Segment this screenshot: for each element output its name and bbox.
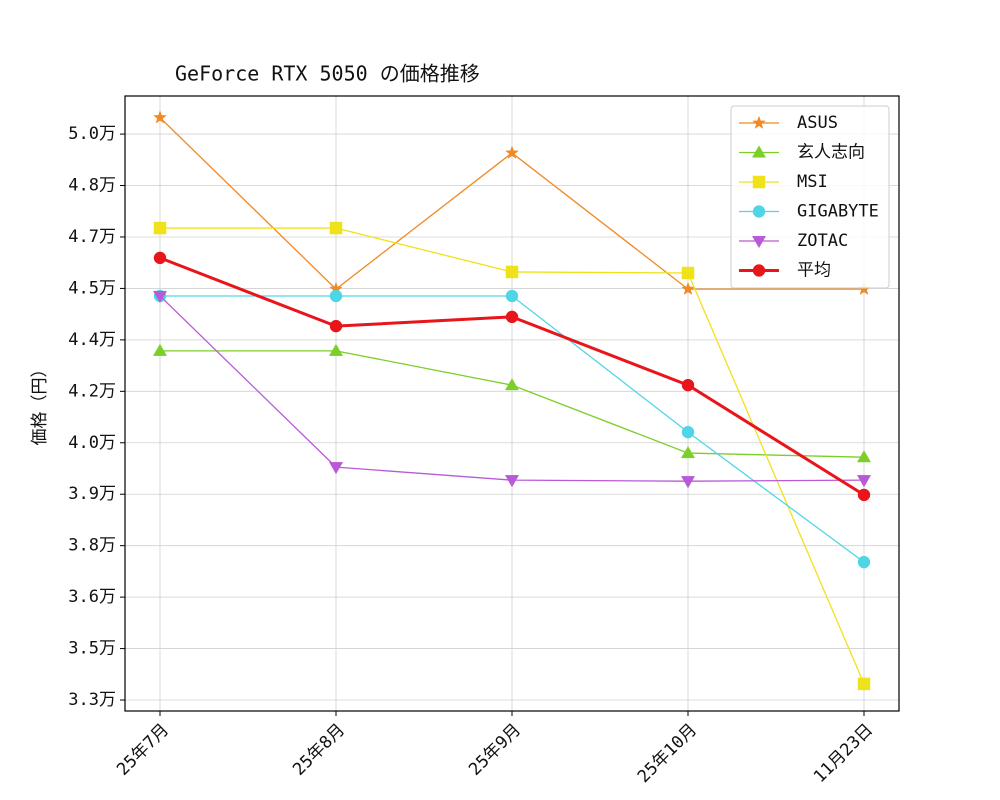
marker: [681, 266, 695, 280]
legend-label: ASUS: [797, 113, 838, 133]
y-tick-label: 5.0万: [68, 124, 116, 144]
marker: [152, 343, 168, 356]
legend-label: 平均: [797, 261, 831, 281]
series: [153, 251, 871, 502]
marker: [751, 145, 767, 158]
y-tick-label: 4.0万: [68, 433, 116, 453]
marker: [505, 310, 519, 324]
y-tick-label: 3.5万: [68, 639, 116, 659]
x-tick-label: 25年7月: [113, 720, 173, 780]
marker: [857, 555, 871, 569]
marker: [505, 145, 519, 159]
marker: [752, 115, 766, 129]
legend-label: 玄人志向: [797, 143, 865, 163]
marker: [153, 110, 167, 124]
legend: ASUS 玄人志向 MSI GIGABYTE ZOTAC 平均: [730, 105, 890, 289]
series: [152, 290, 872, 489]
legend-label: ZOTAC: [797, 231, 848, 251]
y-tick-label: 4.7万: [68, 227, 116, 247]
marker: [329, 319, 343, 333]
marker: [751, 235, 767, 249]
marker: [329, 289, 343, 303]
marker: [857, 677, 871, 691]
marker: [680, 445, 696, 459]
y-tick-label: 3.6万: [68, 587, 116, 607]
y-tick-label: 4.5万: [68, 278, 116, 298]
marker: [152, 290, 168, 304]
y-tick-label: 3.3万: [68, 690, 116, 710]
marker: [680, 476, 696, 489]
x-tick-label: 25年10月: [634, 720, 701, 787]
marker: [681, 378, 695, 392]
legend-label: GIGABYTE: [797, 202, 879, 222]
marker: [752, 175, 766, 189]
y-tick-label: 3.9万: [68, 484, 116, 504]
legend-box: [730, 105, 890, 289]
chart-title: GeForce RTX 5050 の価格推移: [175, 62, 480, 86]
x-tick-label: 25年9月: [465, 720, 525, 780]
marker: [856, 475, 872, 488]
marker: [329, 221, 343, 235]
plot-frame: [124, 95, 900, 712]
marker: [857, 488, 871, 502]
y-axis-label: 価格（円）: [30, 361, 50, 446]
marker: [681, 425, 695, 439]
marker: [328, 462, 344, 475]
legend-label: MSI: [797, 172, 828, 192]
y-tick-label: 4.2万: [68, 381, 116, 401]
y-tick-label: 4.8万: [68, 176, 116, 196]
y-tick-label: 4.4万: [68, 330, 116, 350]
x-tick-label: 11月23日: [810, 720, 877, 787]
marker: [153, 221, 167, 235]
marker: [681, 281, 695, 296]
marker: [328, 343, 344, 356]
series: [153, 110, 871, 296]
marker: [505, 289, 519, 303]
marker: [504, 378, 520, 391]
y-tick-label: 3.8万: [68, 536, 116, 556]
marker: [504, 475, 520, 488]
x-tick-label: 25年8月: [289, 720, 349, 780]
marker: [505, 265, 519, 279]
series: [152, 343, 872, 463]
marker: [153, 251, 167, 265]
series: [153, 221, 871, 691]
marker: [752, 205, 766, 218]
marker: [856, 450, 872, 463]
marker: [752, 264, 766, 277]
